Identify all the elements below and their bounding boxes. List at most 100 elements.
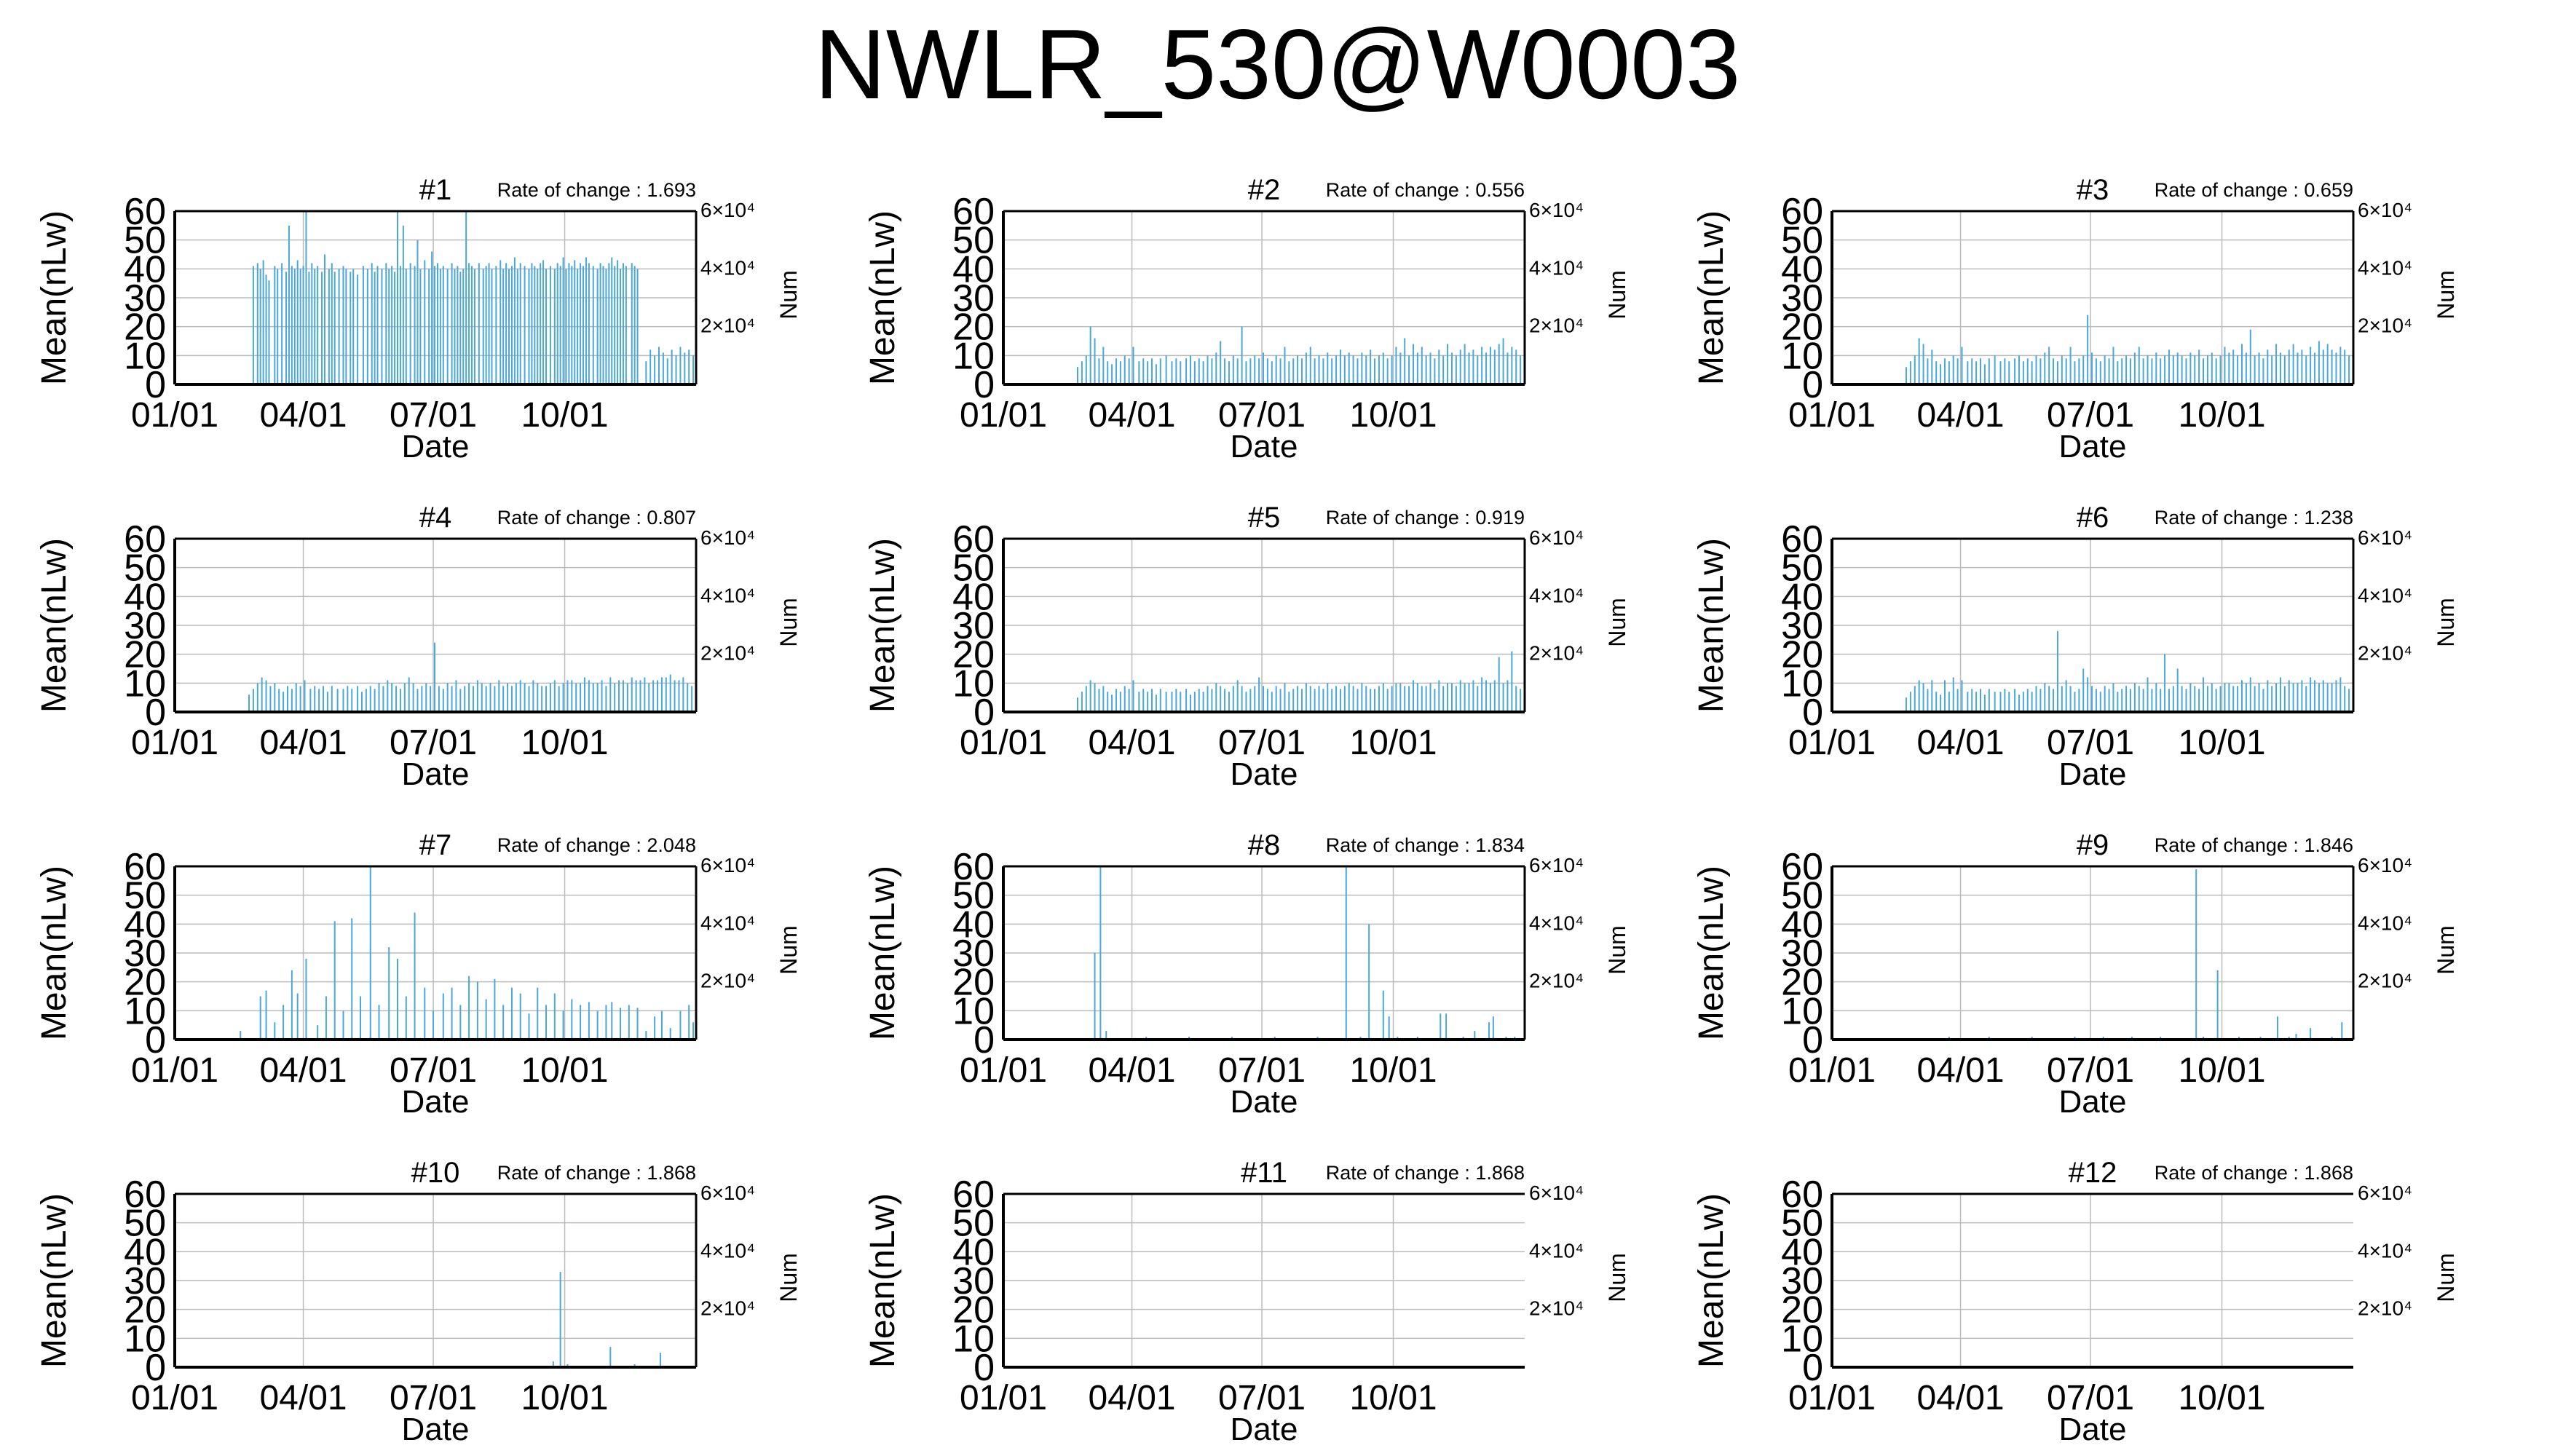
y2-tick-label: 2×10⁴ — [700, 642, 755, 665]
y-tick-label: 30 — [1781, 277, 1823, 320]
y2-tick-label: 2×10⁴ — [2358, 314, 2412, 337]
y2-tick-label: 4×10⁴ — [700, 1239, 755, 1262]
y-tick-label: 60 — [1781, 518, 1823, 561]
y-tick-label: 20 — [124, 306, 166, 349]
rate-of-change-label: Rate of change : 1.868 — [497, 1162, 696, 1184]
y-tick-label: 60 — [1781, 1174, 1823, 1216]
y-axis-label: Mean(nLw) — [1692, 1193, 1731, 1368]
y-tick-label: 30 — [124, 277, 166, 320]
x-tick-label: 07/01 — [2047, 396, 2134, 435]
x-tick-label: 07/01 — [2047, 1379, 2134, 1417]
rate-of-change-label: Rate of change : 1.834 — [1326, 834, 1525, 856]
y-axis-label: Mean(nLw) — [864, 538, 902, 713]
panel-title: #3 — [2077, 174, 2109, 206]
y-tick-label: 40 — [1781, 248, 1823, 290]
y-tick-label: 50 — [1781, 875, 1823, 917]
y-tick-label: 30 — [1781, 605, 1823, 647]
y-tick-label: 0 — [145, 692, 166, 734]
y-tick-label: 40 — [124, 1231, 166, 1273]
y2-axis-label: Num — [775, 925, 802, 975]
x-tick-label: 04/01 — [1088, 396, 1175, 435]
y-tick-label: 60 — [124, 1174, 166, 1216]
y2-tick-label: 6×10⁴ — [700, 199, 755, 221]
y-tick-label: 10 — [952, 990, 995, 1032]
x-axis-label: Date — [1231, 1084, 1298, 1120]
x-tick-label: 10/01 — [1349, 724, 1437, 762]
y-tick-label: 40 — [952, 576, 995, 618]
y2-tick-label: 2×10⁴ — [1529, 970, 1584, 992]
rate-of-change-label: Rate of change : 0.556 — [1326, 179, 1525, 201]
y2-tick-label: 6×10⁴ — [1529, 854, 1584, 877]
y-tick-label: 10 — [952, 335, 995, 377]
y-tick-label: 0 — [1802, 1347, 1823, 1389]
x-axis-label: Date — [402, 1412, 470, 1447]
y-tick-label: 0 — [974, 1019, 995, 1061]
y-tick-label: 10 — [124, 990, 166, 1032]
y-tick-label: 30 — [124, 933, 166, 975]
y-tick-label: 10 — [124, 662, 166, 705]
y-axis-label: Mean(nLw) — [864, 210, 902, 385]
y-tick-label: 10 — [1781, 990, 1823, 1032]
x-tick-label: 10/01 — [2178, 1379, 2265, 1417]
y-tick-label: 20 — [952, 962, 995, 1004]
x-tick-label: 07/01 — [2047, 724, 2134, 762]
y-tick-label: 10 — [1781, 662, 1823, 705]
x-tick-label: 07/01 — [1218, 1051, 1306, 1090]
y-tick-label: 0 — [145, 364, 166, 406]
y-axis-label: Mean(nLw) — [35, 866, 74, 1040]
rate-of-change-label: Rate of change : 1.846 — [2155, 834, 2353, 856]
y-tick-label: 60 — [952, 1174, 995, 1216]
y2-tick-label: 2×10⁴ — [2358, 970, 2412, 992]
y-tick-label: 0 — [145, 1019, 166, 1061]
x-tick-label: 04/01 — [1088, 1379, 1175, 1417]
y2-tick-label: 4×10⁴ — [700, 911, 755, 934]
y-tick-label: 40 — [124, 576, 166, 618]
x-axis-label: Date — [402, 1084, 470, 1120]
x-tick-label: 07/01 — [1218, 396, 1306, 435]
y-tick-label: 60 — [952, 846, 995, 888]
y-tick-label: 0 — [145, 1347, 166, 1389]
y-tick-label: 20 — [1781, 962, 1823, 1004]
x-tick-label: 01/01 — [960, 396, 1047, 435]
y2-tick-label: 4×10⁴ — [1529, 584, 1584, 606]
panel-title: #8 — [1248, 829, 1281, 861]
rate-of-change-label: Rate of change : 0.807 — [497, 507, 696, 529]
x-tick-label: 01/01 — [960, 724, 1047, 762]
y2-tick-label: 4×10⁴ — [700, 256, 755, 279]
y-tick-label: 0 — [974, 364, 995, 406]
y-tick-label: 40 — [952, 903, 995, 946]
y2-tick-label: 6×10⁴ — [2358, 854, 2412, 877]
y2-tick-label: 4×10⁴ — [2358, 584, 2412, 606]
rate-of-change-label: Rate of change : 1.868 — [1326, 1162, 1525, 1184]
y-tick-label: 10 — [124, 335, 166, 377]
panel-title: #1 — [419, 174, 452, 206]
y-tick-label: 40 — [952, 248, 995, 290]
x-tick-label: 10/01 — [2178, 1051, 2265, 1090]
y-tick-label: 20 — [124, 1289, 166, 1332]
y-tick-label: 30 — [124, 605, 166, 647]
y-tick-label: 0 — [1802, 692, 1823, 734]
rate-of-change-label: Rate of change : 1.868 — [2155, 1162, 2353, 1184]
y-tick-label: 20 — [124, 962, 166, 1004]
y2-axis-label: Num — [2433, 1253, 2459, 1302]
x-tick-label: 10/01 — [521, 1379, 608, 1417]
x-tick-label: 07/01 — [1218, 1379, 1306, 1417]
panel-title: #6 — [2077, 502, 2109, 534]
x-tick-label: 07/01 — [390, 1051, 477, 1090]
x-tick-label: 01/01 — [960, 1379, 1047, 1417]
x-axis-label: Date — [402, 429, 470, 464]
rate-of-change-label: Rate of change : 2.048 — [497, 834, 696, 856]
y-axis-label: Mean(nLw) — [1692, 866, 1731, 1040]
x-tick-label: 04/01 — [1088, 724, 1175, 762]
y2-tick-label: 2×10⁴ — [700, 970, 755, 992]
y-tick-label: 20 — [124, 634, 166, 676]
y-tick-label: 50 — [1781, 220, 1823, 262]
x-tick-label: 01/01 — [1788, 1051, 1876, 1090]
rate-of-change-label: Rate of change : 1.693 — [497, 179, 696, 201]
